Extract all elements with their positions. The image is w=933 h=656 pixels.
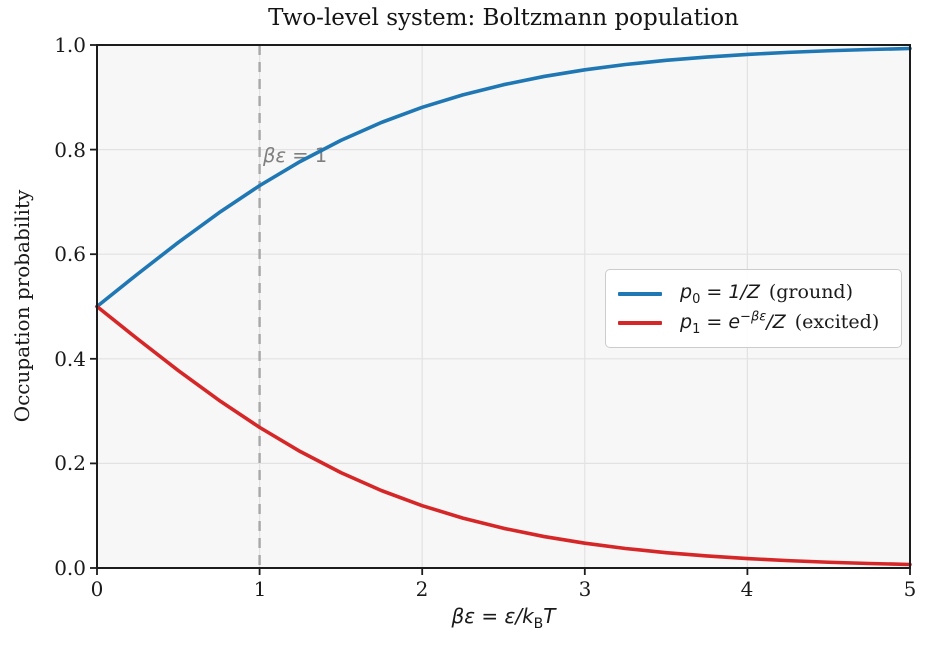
y-tick-label-1: 0.2 xyxy=(54,451,86,475)
ground-state-curve xyxy=(95,46,912,309)
excited-line-swatch xyxy=(618,321,662,326)
axes-spines-ticks xyxy=(90,44,911,575)
legend-entry-ground: p0 = 1/Z (ground) xyxy=(618,279,889,309)
x-tick-label-5: 5 xyxy=(903,577,917,601)
x-tick-label-4: 4 xyxy=(740,577,754,601)
y-tick-label-2: 0.4 xyxy=(54,347,86,371)
x-tick-label-1: 1 xyxy=(253,577,267,601)
legend: p0 = 1/Z (ground) p1 = e−βε/Z (excited) xyxy=(605,269,902,348)
y-axis-label: Occupation probability xyxy=(10,189,34,423)
chart-title: Two-level system: Boltzmann population xyxy=(268,5,739,31)
ground-line-swatch xyxy=(618,291,662,296)
x-tick-label-3: 3 xyxy=(578,577,592,601)
plot-spines xyxy=(96,44,911,569)
curves xyxy=(95,46,912,567)
annotation: βε = 1 xyxy=(262,144,327,167)
y-tick-label-3: 0.6 xyxy=(54,242,86,266)
excited-state-curve xyxy=(95,304,912,567)
x-tick-label-2: 2 xyxy=(415,577,429,601)
y-tick-label-0: 0.0 xyxy=(54,556,86,580)
y-tick-label-4: 0.8 xyxy=(54,138,86,162)
legend-label-ground: p0 = 1/Z (ground) xyxy=(680,280,854,307)
legend-entry-excited: p1 = e−βε/Z (excited) xyxy=(618,309,889,339)
x-tick-label-0: 0 xyxy=(90,577,104,601)
x-axis-label: βε = ε/kBT xyxy=(451,604,556,632)
annotation-text: βε = 1 xyxy=(262,144,327,167)
y-tick-label-5: 1.0 xyxy=(54,33,86,57)
legend-label-excited: p1 = e−βε/Z (excited) xyxy=(680,309,880,337)
